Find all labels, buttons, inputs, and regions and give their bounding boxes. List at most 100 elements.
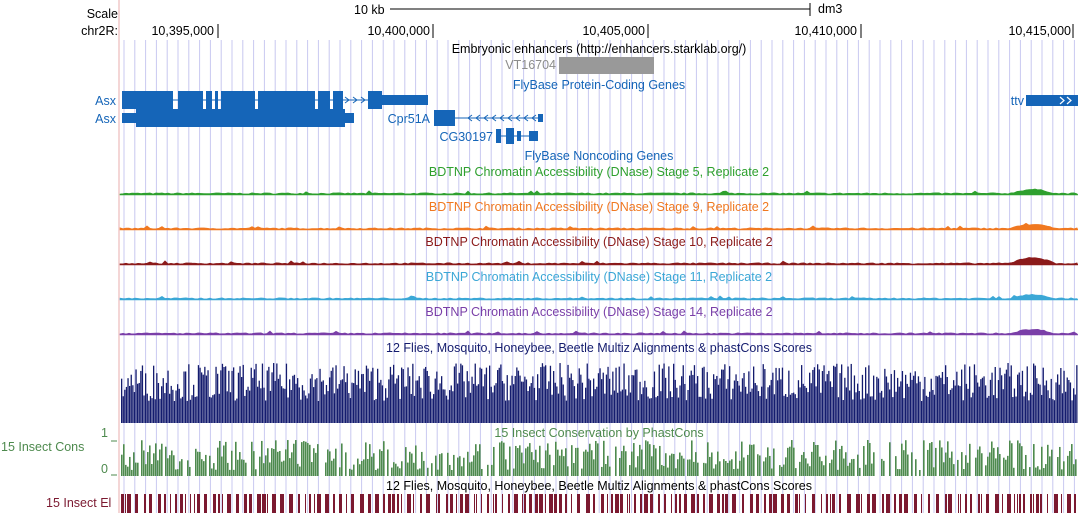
phastcons-bar	[995, 458, 997, 476]
phastcons-bar	[803, 452, 805, 476]
multiz-bar	[495, 383, 497, 423]
multiz-bar	[413, 395, 416, 423]
multiz-bar	[721, 369, 723, 423]
phastcons-bar	[751, 444, 753, 476]
phastcons-bar	[263, 463, 265, 476]
multiz-bar	[713, 374, 715, 423]
phastcons-bar	[463, 457, 465, 476]
multiz-bar	[865, 367, 867, 423]
multiz-bar	[537, 374, 539, 423]
track-title-dnase-stage11: BDTNP Chromatin Accessibility (DNase) St…	[425, 270, 773, 284]
multiz-bar	[463, 381, 465, 423]
element-block	[438, 494, 440, 513]
element-block	[640, 494, 642, 513]
phastcons-bar	[287, 440, 289, 476]
phastcons-bar	[691, 440, 693, 476]
multiz-bar	[831, 386, 833, 423]
multiz-bar	[1058, 384, 1060, 423]
multiz-bar	[653, 371, 656, 423]
multiz-bar	[327, 391, 329, 423]
phastcons-bar	[805, 458, 807, 476]
gene-label-cpr51a[interactable]: Cpr51A	[387, 112, 430, 126]
multiz-bar	[863, 398, 865, 423]
element-block	[1017, 494, 1018, 513]
multiz-bar	[1026, 366, 1028, 423]
side-label-insect-el[interactable]: 15 Insect El	[46, 496, 112, 510]
multiz-bar	[169, 393, 171, 423]
multiz-bar	[908, 386, 910, 423]
phastcons-bar	[573, 463, 575, 476]
element-block	[886, 494, 890, 513]
multiz-bar	[421, 398, 424, 423]
multiz-bar	[170, 385, 172, 423]
phastcons-bar	[141, 440, 143, 476]
phastcons-bar	[593, 459, 595, 476]
multiz-bar	[311, 374, 313, 423]
multiz-bar	[743, 372, 745, 423]
multiz-bar	[1044, 385, 1046, 423]
element-block	[894, 494, 896, 513]
multiz-bar	[705, 398, 707, 423]
phastcons-bar	[595, 440, 597, 476]
multiz-bar	[306, 398, 308, 423]
multiz-bar	[762, 364, 764, 423]
gene-label-cg30197[interactable]: CG30197	[439, 130, 493, 144]
element-block	[244, 494, 247, 513]
multiz-bar	[1076, 365, 1078, 423]
strand-arrow	[515, 114, 521, 122]
phastcons-bar	[159, 449, 161, 476]
multiz-bar	[561, 377, 563, 423]
enhancer-item-label[interactable]: VT16704	[505, 58, 556, 72]
gene-label-ttv[interactable]: ttv	[1010, 94, 1024, 108]
multiz-bar	[207, 370, 209, 423]
multiz-bar	[1028, 400, 1030, 423]
multiz-bar	[546, 388, 548, 423]
multiz-bar	[769, 385, 771, 423]
phastcons-bar	[817, 444, 819, 476]
phastcons-bar	[393, 462, 395, 476]
element-block	[175, 494, 177, 513]
multiz-bar	[276, 363, 278, 423]
multiz-bar	[633, 375, 635, 423]
element-block	[487, 494, 489, 513]
gene-label-asx[interactable]: Asx	[95, 112, 116, 126]
multiz-bar	[441, 376, 443, 423]
phastcons-bar	[859, 467, 861, 476]
multiz-bar	[428, 375, 430, 423]
multiz-bar	[599, 368, 601, 423]
side-label-insect-cons[interactable]: 15 Insect Cons	[1, 440, 85, 454]
element-block	[549, 494, 553, 513]
multiz-bar	[1039, 384, 1041, 423]
multiz-bar	[855, 392, 857, 423]
element-block	[593, 494, 595, 513]
phastcons-bar	[783, 464, 785, 476]
phastcons-bar	[655, 448, 657, 476]
multiz-bar	[506, 375, 508, 423]
element-block	[360, 494, 364, 513]
phastcons-bar	[769, 455, 771, 476]
gene-label-asx[interactable]: Asx	[95, 94, 116, 108]
element-block	[249, 494, 252, 513]
multiz-bar	[210, 397, 212, 423]
multiz-bar	[397, 375, 400, 423]
multiz-bar	[612, 371, 614, 423]
multiz-bar	[748, 371, 750, 423]
multiz-bar	[1021, 370, 1024, 423]
phastcons-bar	[763, 461, 765, 476]
multiz-bar	[329, 377, 331, 423]
multiz-bar	[596, 386, 598, 423]
phastcons-bar	[835, 440, 837, 476]
multiz-bar	[425, 366, 427, 423]
multiz-bar	[269, 390, 272, 423]
phastcons-bar	[539, 445, 541, 476]
multiz-bar	[125, 386, 128, 423]
scale-bar-label: 10 kb	[354, 3, 385, 17]
phastcons-bar	[407, 462, 409, 476]
phastcons-bar	[417, 469, 419, 476]
phastcons-bar	[743, 457, 745, 476]
multiz-bar	[919, 381, 921, 423]
multiz-bar	[242, 364, 244, 423]
phastcons-bar	[747, 454, 749, 476]
